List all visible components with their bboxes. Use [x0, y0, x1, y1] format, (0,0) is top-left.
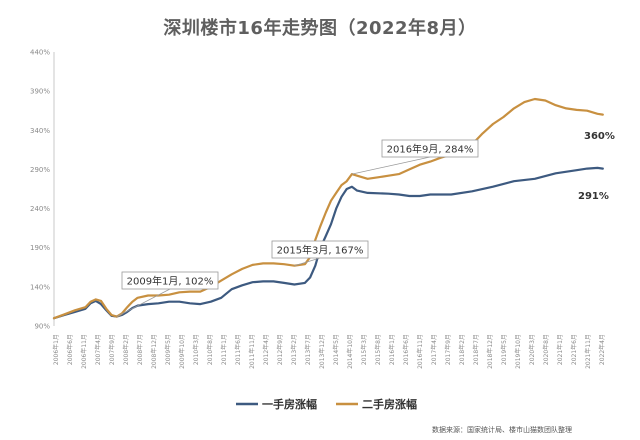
x-tick-label: 2007年9月	[108, 334, 116, 365]
x-tick-label: 2012年4月	[262, 334, 270, 365]
x-tick-label: 2008年2月	[122, 334, 130, 365]
x-tick-label: 2021年6月	[570, 334, 578, 365]
x-tick-label: 2011年1月	[220, 334, 228, 365]
y-tick-label: 140%	[30, 283, 50, 291]
x-tick-label: 2009年5月	[164, 334, 172, 365]
x-tick-label: 2020年3月	[528, 334, 536, 365]
x-tick-label: 2016年6月	[402, 334, 410, 365]
y-tick-label: 190%	[30, 244, 50, 252]
legend-label: 二手房涨幅	[362, 397, 417, 411]
x-tick-label: 2021年11月	[584, 334, 592, 369]
x-tick-label: 2017年9月	[444, 334, 452, 365]
x-tick-label: 2013年12月	[318, 334, 326, 369]
x-tick-label: 2022年4月	[598, 334, 606, 365]
annotation-box	[271, 240, 369, 259]
x-tick-label: 2016年11月	[416, 334, 424, 369]
annotation-label: 2016年9月, 284%	[387, 143, 474, 156]
x-tick-label: 2021年1月	[556, 334, 564, 365]
y-tick-label: 90%	[34, 323, 50, 331]
annotation-label: 2015年3月, 167%	[277, 244, 364, 257]
x-tick-label: 2015年8月	[374, 334, 382, 365]
legend-label: 一手房涨幅	[262, 397, 317, 411]
x-tick-label: 2017年4月	[430, 334, 438, 365]
x-tick-label: 2018年7月	[472, 334, 480, 365]
annotation-pointer	[294, 257, 321, 267]
x-tick-label: 2019年10月	[514, 334, 522, 369]
x-tick-label: 2013年7月	[304, 334, 312, 365]
y-tick-label: 340%	[30, 127, 50, 135]
x-tick-label: 2011年11月	[248, 334, 256, 369]
annotation-pointer	[116, 288, 171, 317]
y-tick-label: 390%	[30, 88, 50, 96]
watermark-icon	[545, 406, 559, 420]
y-tick-label: 440%	[30, 49, 50, 57]
annotation-box	[381, 139, 479, 158]
x-tick-label: 2019年5月	[500, 334, 508, 365]
y-tick-label: 240%	[30, 205, 50, 213]
x-tick-label: 2012年9月	[276, 334, 284, 365]
x-tick-label: 2006年1月	[52, 334, 60, 365]
x-tick-label: 2018年12月	[486, 334, 494, 369]
x-tick-label: 2010年8月	[206, 334, 214, 365]
x-tick-label: 2007年4月	[94, 334, 102, 365]
series-line-2	[52, 97, 604, 320]
end-value-label: 360%	[584, 131, 615, 142]
x-tick-label: 2010年3月	[192, 334, 200, 365]
x-tick-label: 2011年6月	[234, 334, 242, 365]
x-tick-label: 2014年5月	[332, 334, 340, 365]
y-tick-label: 290%	[30, 166, 50, 174]
x-tick-label: 2006年6月	[66, 334, 74, 365]
x-tick-label: 2009年10月	[178, 334, 186, 369]
chart-title: 深圳楼市16年走势图（2022年8月）	[163, 18, 477, 39]
x-tick-label: 2008年12月	[150, 334, 158, 369]
source-note: 数据来源：国家统计局、楼市山猫数团队整理	[432, 425, 572, 434]
x-tick-label: 2018年2月	[458, 334, 466, 365]
x-tick-label: 2013年2月	[290, 334, 298, 365]
watermark-text: 楼市毒舌	[562, 406, 614, 422]
x-tick-label: 2006年11月	[80, 334, 88, 369]
x-tick-label: 2016年1月	[388, 334, 396, 365]
x-tick-label: 2008年7月	[136, 334, 144, 365]
annotation-label: 2009年1月, 102%	[127, 275, 214, 288]
x-tick-label: 2014年10月	[346, 334, 354, 369]
x-tick-label: 2015年3月	[360, 334, 368, 365]
annotation-pointer	[351, 156, 431, 175]
annotation-box	[121, 271, 219, 290]
end-value-label: 291%	[578, 191, 609, 202]
x-tick-label: 2020年8月	[542, 334, 550, 365]
